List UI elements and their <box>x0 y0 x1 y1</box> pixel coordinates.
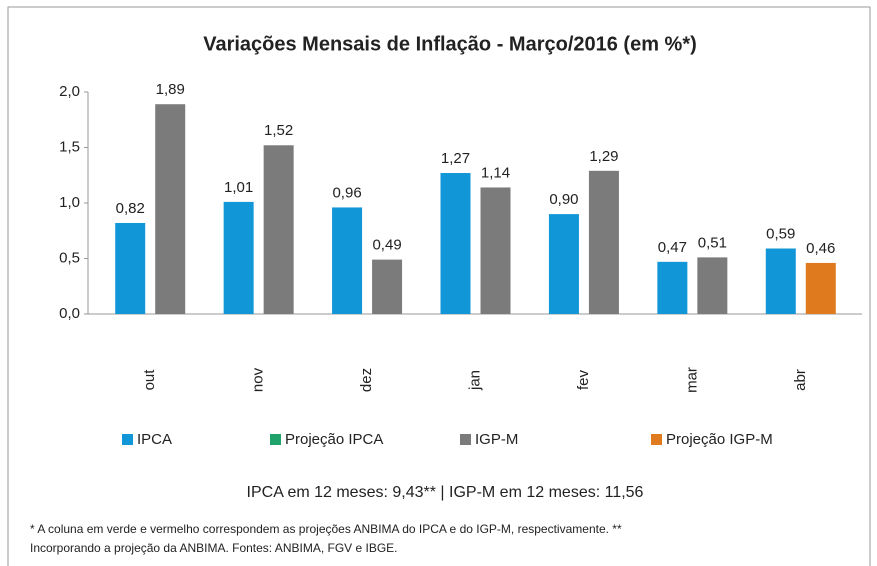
chart-title: Variações Mensais de Inflação - Março/20… <box>203 33 697 55</box>
frame <box>7 6 871 566</box>
x-tick-label: abr <box>792 369 809 391</box>
legend-swatch <box>651 434 662 445</box>
data-label: 0,59 <box>766 225 795 242</box>
legend-label: Projeção IGP-M <box>666 431 773 448</box>
data-label: 0,90 <box>549 191 578 208</box>
bar <box>115 222 146 314</box>
bar <box>223 201 254 314</box>
data-label: 0,47 <box>658 239 687 256</box>
data-label: 0,96 <box>332 184 361 201</box>
x-tick-label: nov <box>250 367 267 392</box>
data-label: 0,82 <box>116 200 145 217</box>
legend-label: IGP-M <box>475 431 518 448</box>
bar <box>657 261 688 314</box>
bar <box>548 214 579 314</box>
bar <box>372 259 403 314</box>
x-tick-label: mar <box>683 367 700 393</box>
bar <box>805 262 836 314</box>
y-tick-label: 0,0 <box>59 305 80 322</box>
legend-label: Projeção IPCA <box>285 431 383 448</box>
x-tick-label: jan <box>466 370 483 391</box>
y-tick-label: 1,5 <box>59 138 80 155</box>
bar <box>263 145 294 314</box>
x-tick-label: fev <box>575 369 592 390</box>
annotation: IPCA em 12 meses: 9,43** | IGP-M em 12 m… <box>247 484 644 501</box>
footnote: Incorporando a projeção da ANBIMA. Fonte… <box>30 541 398 555</box>
bar <box>697 257 728 314</box>
x-tick-label: out <box>141 369 158 391</box>
data-label: 1,52 <box>264 122 293 139</box>
legend-swatch <box>270 434 281 445</box>
bar <box>588 170 619 314</box>
data-label: 1,29 <box>589 148 618 165</box>
data-label: 1,27 <box>441 150 470 167</box>
legend-label: IPCA <box>137 431 172 448</box>
data-label: 1,01 <box>224 179 253 196</box>
x-tick-label: dez <box>358 368 375 392</box>
data-label: 0,51 <box>698 234 727 251</box>
bar <box>480 187 511 314</box>
y-tick-label: 2,0 <box>59 83 80 100</box>
data-label: 1,89 <box>156 81 185 98</box>
data-label: 1,14 <box>481 164 510 181</box>
data-label: 0,46 <box>806 240 835 257</box>
bar <box>155 104 186 315</box>
footnote: * A coluna em verde e vermelho correspon… <box>30 522 622 536</box>
legend-swatch <box>122 434 133 445</box>
legend-swatch <box>460 434 471 445</box>
bar <box>440 173 471 314</box>
bar <box>332 207 363 314</box>
y-tick-label: 1,0 <box>59 194 80 211</box>
data-label: 0,49 <box>372 237 401 254</box>
y-tick-label: 0,5 <box>59 249 80 266</box>
bar <box>765 248 796 314</box>
